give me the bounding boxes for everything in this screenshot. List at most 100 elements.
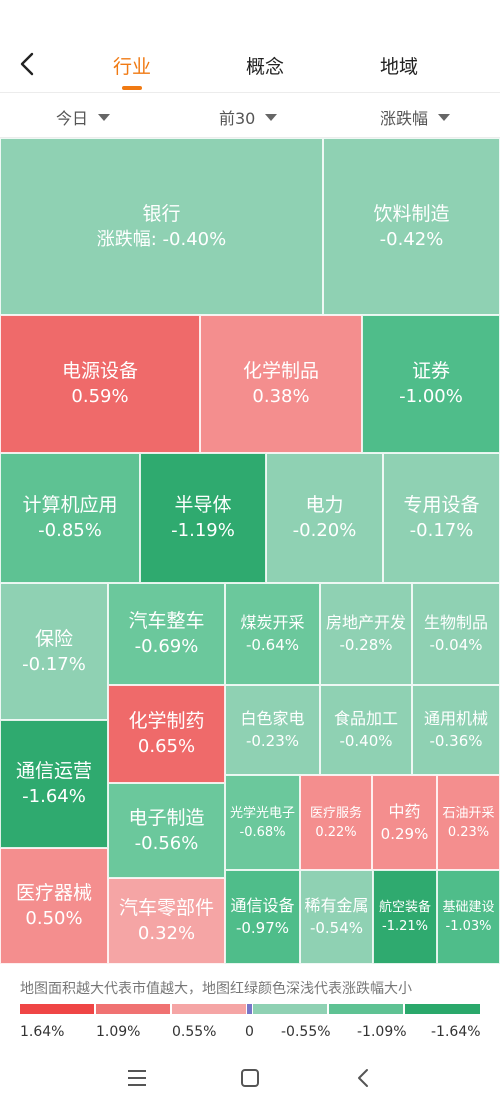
metric-dropdown[interactable]: 涨跌幅 (380, 105, 451, 129)
treemap-cell-coal-mining[interactable]: 煤炭开采 -0.64% (225, 583, 320, 685)
back-button[interactable] (14, 48, 42, 80)
cell-name: 光学光电子 (229, 805, 295, 821)
cell-change: -1.21% (382, 919, 428, 934)
treemap-cell-power-equipment[interactable]: 电源设备 0.59% (0, 315, 200, 453)
system-navigation-bar (0, 1044, 500, 1111)
treemap-cell-telecom-operations[interactable]: 通信运营 -1.64% (0, 720, 108, 848)
cell-name: 白色家电 (240, 709, 305, 728)
treemap-cell-insurance[interactable]: 保险 -0.17% (0, 583, 108, 720)
caret-down-icon (265, 113, 278, 121)
treemap-cell-pharmaceuticals[interactable]: 化学制药 0.65% (108, 685, 225, 783)
legend-swatch-down-mid (329, 1004, 403, 1014)
cell-change: -0.17% (409, 520, 474, 541)
top-bar: 行业 概念 地域 (0, 0, 500, 92)
cell-name: 专用设备 (403, 494, 480, 516)
treemap-cell-telecom-equipment[interactable]: 通信设备 -0.97% (225, 870, 300, 964)
treemap-cell-securities[interactable]: 证券 -1.00% (362, 315, 500, 453)
cell-name: 证券 (411, 360, 450, 382)
cell-name: 食品加工 (333, 709, 398, 728)
tab-industry[interactable]: 行业 (112, 56, 151, 78)
menu-icon (128, 1070, 146, 1086)
tab-concept[interactable]: 概念 (245, 56, 284, 78)
treemap-cell-chinese-medicine[interactable]: 中药 0.29% (372, 775, 437, 870)
treemap-cell-real-estate[interactable]: 房地产开发 -0.28% (320, 583, 412, 685)
cell-name: 生物制品 (423, 613, 488, 632)
cell-change: -0.64% (245, 636, 300, 654)
color-legend: 地图面积越大代表市值越大，地图红绿颜色深浅代表涨跌幅大小 1.64% 1.09%… (0, 964, 500, 1044)
cell-change: -0.54% (309, 919, 364, 937)
cell-change: -0.04% (429, 636, 483, 654)
cell-name: 稀有金属 (304, 896, 369, 915)
legend-note: 地图面积越大代表市值越大，地图红绿颜色深浅代表涨跌幅大小 (20, 981, 412, 997)
cell-name: 饮料制造 (373, 202, 450, 225)
cell-name: 航空装备 (378, 900, 431, 915)
industry-treemap: 银行 涨跌幅: -0.40% 饮料制造 -0.42% 电源设备 0.59% 化学… (0, 138, 500, 964)
system-back-button[interactable] (347, 1062, 379, 1094)
cell-change: -0.40% (339, 732, 393, 750)
treemap-cell-bank[interactable]: 银行 涨跌幅: -0.40% (0, 138, 323, 315)
cell-name: 基础建设 (442, 900, 495, 915)
cell-name: 医疗器械 (15, 882, 92, 904)
treemap-cell-general-machinery[interactable]: 通用机械 -0.36% (412, 685, 500, 775)
treemap-cell-aviation-equipment[interactable]: 航空装备 -1.21% (373, 870, 437, 964)
legend-label: -0.55% (281, 1024, 331, 1040)
cell-name: 银行 (142, 202, 181, 225)
treemap-cell-computer-applications[interactable]: 计算机应用 -0.85% (0, 453, 140, 583)
home-button[interactable] (234, 1062, 266, 1094)
cell-change: -1.03% (445, 919, 492, 934)
range-label: 前30 (219, 109, 256, 128)
treemap-cell-oil-extraction[interactable]: 石油开采 0.23% (437, 775, 500, 870)
treemap-cell-food-processing[interactable]: 食品加工 -0.40% (320, 685, 412, 775)
cell-name: 电源设备 (61, 360, 138, 382)
legend-swatch-down-strong (405, 1004, 480, 1014)
recent-apps-button[interactable] (121, 1062, 153, 1094)
cell-change: -0.17% (22, 653, 86, 675)
legend-label: 0.55% (172, 1024, 217, 1040)
legend-swatch-up-mid (96, 1004, 170, 1014)
treemap-cell-beverage[interactable]: 饮料制造 -0.42% (323, 138, 500, 315)
cell-change: -1.19% (171, 520, 235, 541)
treemap-cell-medical-services[interactable]: 医疗服务 0.22% (300, 775, 372, 870)
cell-change: 0.29% (380, 824, 429, 843)
treemap-cell-biological-products[interactable]: 生物制品 -0.04% (412, 583, 500, 685)
tab-region[interactable]: 地域 (379, 56, 418, 78)
cell-name: 计算机应用 (22, 494, 118, 516)
treemap-cell-electricity[interactable]: 电力 -0.20% (266, 453, 383, 583)
cell-change: 0.50% (25, 908, 83, 929)
legend-label: 1.09% (96, 1024, 141, 1040)
chevron-left-icon (358, 1069, 368, 1087)
cell-change: 0.65% (137, 736, 196, 757)
treemap-cell-white-goods[interactable]: 白色家电 -0.23% (225, 685, 320, 775)
treemap-cell-optoelectronics[interactable]: 光学光电子 -0.68% (225, 775, 300, 870)
treemap-cell-auto-parts[interactable]: 汽车零部件 0.32% (108, 878, 225, 964)
cell-name: 房地产开发 (325, 613, 406, 632)
treemap-cell-rare-metals[interactable]: 稀有金属 -0.54% (300, 870, 373, 964)
legend-swatch-up-strong (20, 1004, 94, 1014)
treemap-cell-chemical-products[interactable]: 化学制品 0.38% (200, 315, 362, 453)
cell-name: 汽车零部件 (118, 897, 214, 919)
cell-change: -0.85% (38, 520, 102, 541)
period-dropdown[interactable]: 今日 (56, 105, 111, 129)
cell-name: 半导体 (174, 494, 232, 516)
range-dropdown[interactable]: 前30 (219, 105, 278, 129)
chevron-left-icon (20, 52, 34, 76)
treemap-cell-automobiles[interactable]: 汽车整车 -0.69% (108, 583, 225, 685)
cell-name: 汽车整车 (128, 610, 205, 632)
cell-change: 0.22% (315, 824, 357, 840)
legend-swatch-zero (247, 1004, 252, 1014)
legend-label: -1.64% (431, 1024, 481, 1040)
treemap-cell-special-equipment[interactable]: 专用设备 -0.17% (383, 453, 500, 583)
treemap-cell-semiconductor[interactable]: 半导体 -1.19% (140, 453, 266, 583)
cell-change: -0.23% (245, 732, 300, 750)
cell-change: -0.28% (339, 636, 393, 654)
treemap-cell-electronics-manufacturing[interactable]: 电子制造 -0.56% (108, 783, 225, 878)
treemap-cell-infrastructure[interactable]: 基础建设 -1.03% (437, 870, 500, 964)
active-tab-indicator (122, 86, 142, 90)
cell-name: 通用机械 (423, 709, 488, 728)
treemap-cell-medical-devices[interactable]: 医疗器械 0.50% (0, 848, 108, 964)
cell-change: -0.56% (134, 832, 199, 854)
cell-change: -0.20% (292, 520, 357, 541)
caret-down-icon (98, 113, 111, 121)
cell-name: 煤炭开采 (240, 613, 305, 632)
legend-label: 1.64% (20, 1024, 65, 1040)
